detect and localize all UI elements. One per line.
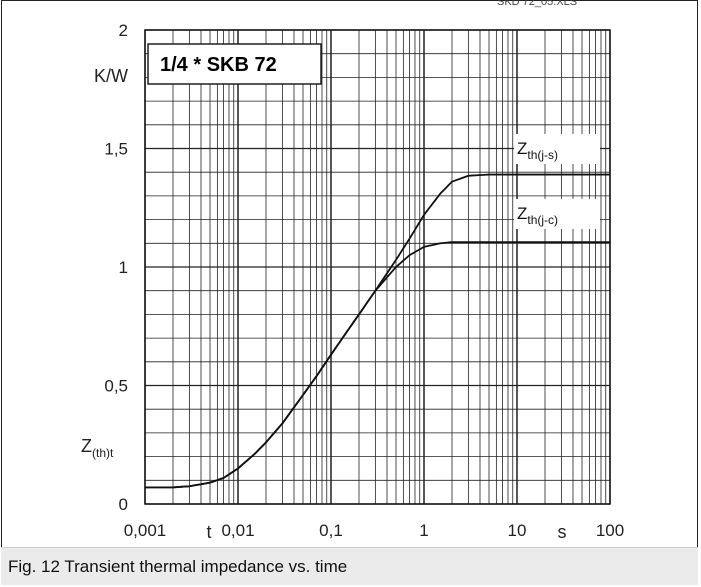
series-label-sub: th(j-s) — [527, 148, 558, 162]
y-tick-label: 0,5 — [104, 377, 128, 396]
series-labels: Zth(j-s)Zth(j-c) — [514, 134, 600, 229]
title-box — [147, 43, 322, 85]
grid — [144, 29, 611, 505]
series-line-1 — [145, 241, 610, 489]
x-tick-label: 10 — [508, 521, 527, 540]
tick-labels: 0 0,5 1 1,5 2 0,001 0,01 0,1 1 10 100 K/W t s Z(th)t — [81, 21, 624, 542]
y-tick-label: 1,5 — [104, 140, 128, 159]
y-tick-label: 2 — [119, 21, 128, 40]
y-tick-label: 0 — [119, 495, 128, 514]
y-axis-label: Z(th)t — [81, 436, 114, 460]
source-file-label: SKD 72_05.XLS — [497, 0, 578, 8]
series-label-bg — [514, 134, 600, 164]
data-curves — [145, 173, 610, 489]
x-tick-label: 0,1 — [319, 521, 343, 540]
y-unit-label: K/W — [94, 66, 128, 86]
x-unit-label: s — [558, 522, 567, 542]
figure-caption: Fig. 12 Transient thermal impedance vs. … — [1, 547, 698, 585]
x-axis-label: t — [206, 522, 211, 542]
x-tick-label: 0,01 — [221, 521, 254, 540]
series-label-sub: th(j-c) — [527, 213, 558, 227]
caption-text: Fig. 12 Transient thermal impedance vs. … — [8, 557, 348, 576]
chart-title: 1/4 * SKB 72 — [160, 54, 277, 76]
chart: 0 0,5 1 1,5 2 0,001 0,01 0,1 1 10 100 K/W t s Z(th)t Z… — [81, 21, 624, 542]
y-axis-label-sub: (th)t — [92, 446, 114, 460]
x-tick-label: 0,001 — [124, 521, 167, 540]
y-tick-label: 1 — [119, 258, 128, 277]
x-tick-label: 1 — [419, 521, 428, 540]
chart-title-box: 1/4 * SKB 72 — [147, 43, 322, 85]
x-tick-label: 100 — [596, 521, 624, 540]
plot-border — [144, 29, 611, 505]
series-label-bg — [514, 199, 600, 229]
